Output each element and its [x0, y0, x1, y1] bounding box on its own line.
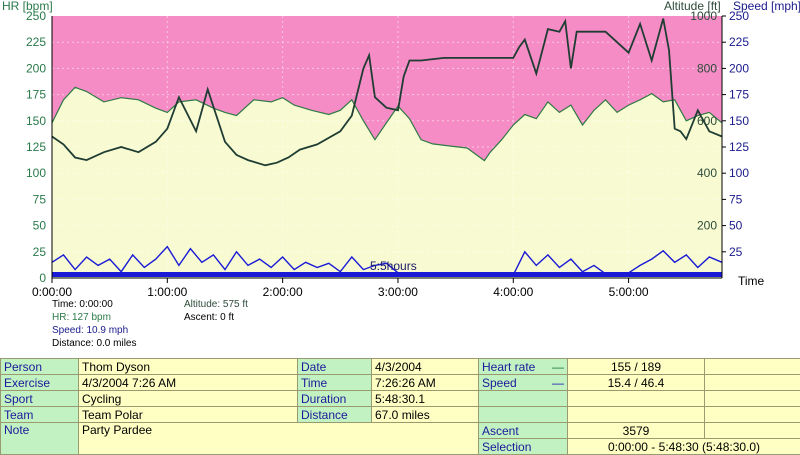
speed-label: Speed —	[479, 375, 568, 391]
cursor-altitude: Altitude: 575 ft	[184, 298, 248, 311]
distance-label: Distance	[298, 407, 372, 423]
hr-tick-label: 150	[26, 114, 46, 128]
speed-tick-label: 75	[729, 192, 743, 206]
speed-tick-label: 200	[729, 61, 749, 75]
time-axis-label: Time	[738, 274, 765, 288]
speed-value: 15.4 / 46.4	[568, 375, 705, 391]
cursor-ascent: Ascent: 0 ft	[184, 311, 248, 324]
cursor-speed: Speed: 10.9 mph	[52, 324, 136, 337]
note-label: Note	[1, 423, 79, 455]
hr-tick-label: 50	[33, 219, 47, 233]
cursor-readout-right: Altitude: 575 ft Ascent: 0 ft	[184, 298, 248, 324]
duration-label: Duration	[298, 391, 372, 407]
selection-value: 0:00:00 - 5:48:30 (5:48:30.0)	[568, 439, 800, 455]
hr-tick-label: 100	[26, 166, 46, 180]
table-row: Team Team Polar Distance 67.0 miles	[1, 407, 800, 423]
blank-cell	[705, 375, 800, 391]
cursor-hr: HR: 127 bpm	[52, 311, 136, 324]
speed-tick-label: 150	[729, 114, 749, 128]
time-value[interactable]: 7:26:26 AM	[372, 375, 479, 391]
distance-value[interactable]: 67.0 miles	[372, 407, 479, 423]
blank-cell	[705, 359, 800, 375]
time-tick-label: 0:00:00	[32, 285, 72, 299]
heart-rate-value: 155 / 189	[568, 359, 705, 375]
exercise-info-table: Person Thom Dyson Date 4/3/2004 Heart ra…	[0, 358, 800, 455]
time-label: Time	[298, 375, 372, 391]
speed-tick-label: 175	[729, 88, 749, 102]
exercise-value[interactable]: 4/3/2004 7:26 AM	[79, 375, 298, 391]
blank-cell	[568, 391, 705, 407]
hr-tick-label: 125	[26, 140, 46, 154]
altitude-tick-label: 600	[697, 114, 717, 128]
date-label: Date	[298, 359, 372, 375]
person-value[interactable]: Thom Dyson	[79, 359, 298, 375]
table-row: Sport Cycling Duration 5:48:30.1	[1, 391, 800, 407]
altitude-tick-label: 400	[697, 166, 717, 180]
hr-axis-label: HR [bpm]	[2, 0, 53, 13]
blank-cell	[705, 391, 800, 407]
altitude-axis-label: Altitude [ft]	[664, 0, 721, 13]
hr-tick-label: 25	[33, 245, 47, 259]
cursor-readout-left: Time: 0:00:00 HR: 127 bpm Speed: 10.9 mp…	[52, 298, 136, 350]
note-value[interactable]: Party Pardee	[79, 423, 479, 455]
speed-legend-dash-icon: —	[552, 376, 564, 390]
time-tick-label: 2:00:00	[263, 285, 303, 299]
cursor-time: Time: 0:00:00	[52, 298, 136, 311]
speed-axis-label: Speed [mph]	[733, 0, 800, 13]
time-tick-label: 1:00:00	[147, 285, 187, 299]
hr-tick-label: 200	[26, 61, 46, 75]
team-label: Team	[1, 407, 79, 423]
time-tick-label: 4:00:00	[493, 285, 533, 299]
time-tick-label: 3:00:00	[378, 285, 418, 299]
hr-legend-dash-icon: —	[552, 360, 564, 374]
ascent-label: Ascent	[479, 423, 568, 439]
heart-rate-label-text: Heart rate	[482, 360, 535, 374]
date-value[interactable]: 4/3/2004	[372, 359, 479, 375]
hr-tick-label: 175	[26, 88, 46, 102]
altitude-tick-label: 800	[697, 61, 717, 75]
blank-label-cell	[479, 407, 568, 423]
sport-value[interactable]: Cycling	[79, 391, 298, 407]
speed-label-text: Speed	[482, 376, 517, 390]
table-row: Note Party Pardee Ascent 3579	[1, 423, 800, 439]
altitude-tick-label: 200	[697, 219, 717, 233]
heart-rate-label: Heart rate —	[479, 359, 568, 375]
selection-label: Selection	[479, 439, 568, 455]
exercise-label: Exercise	[1, 375, 79, 391]
speed-tick-label: 100	[729, 166, 749, 180]
blank-cell	[705, 407, 800, 423]
speed-tick-label: 225	[729, 35, 749, 49]
person-label: Person	[1, 359, 79, 375]
speed-tick-label: 125	[729, 140, 749, 154]
table-row: Exercise 4/3/2004 7:26 AM Time 7:26:26 A…	[1, 375, 800, 391]
hr-tick-label: 75	[33, 192, 47, 206]
cursor-distance: Distance: 0.0 miles	[52, 337, 136, 350]
team-value[interactable]: Team Polar	[79, 407, 298, 423]
chart-overlay-text: 5:5hours	[370, 259, 417, 273]
speed-tick-label: 50	[729, 219, 743, 233]
duration-value[interactable]: 5:48:30.1	[372, 391, 479, 407]
ascent-value: 3579	[568, 423, 705, 439]
blank-cell	[705, 423, 800, 439]
hr-tick-label: 225	[26, 35, 46, 49]
sport-label: Sport	[1, 391, 79, 407]
table-row: Person Thom Dyson Date 4/3/2004 Heart ra…	[1, 359, 800, 375]
time-tick-label: 5:00:00	[609, 285, 649, 299]
time-axis-ticks: 0:00:00 1:00:00 2:00:00 3:00:00 4:00:00 5:00:…	[32, 278, 649, 299]
blank-cell	[568, 407, 705, 423]
hr-tick-label: 0	[39, 271, 46, 285]
blank-label-cell	[479, 391, 568, 407]
speed-tick-label: 25	[729, 245, 743, 259]
